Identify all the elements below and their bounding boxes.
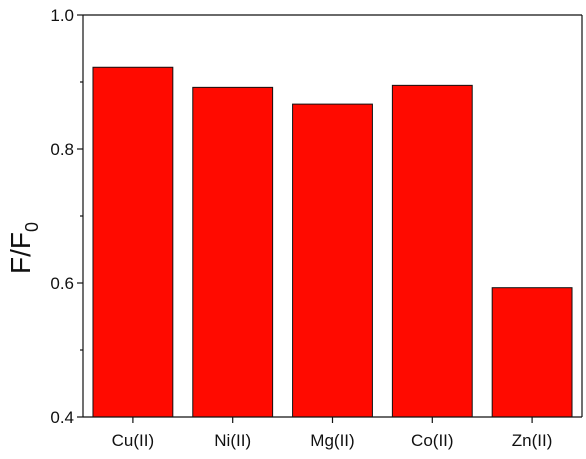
ticks-layer: [77, 14, 533, 423]
x-tick-label-1: Ni(II): [214, 431, 251, 450]
bar-3: [391, 84, 473, 418]
y-tick-label-1: 0.6: [50, 274, 74, 293]
x-tick-label-2: Mg(II): [310, 431, 354, 450]
x-tick-label-0: Cu(II): [112, 431, 155, 450]
x-tick-label-3: Co(II): [411, 431, 454, 450]
labels-layer: Cu(II) Ni(II) Mg(II) Co(II) Zn(II) 0.4 0.6 0.8 1…: [50, 6, 552, 450]
y-tick-label-3: 1.0: [50, 6, 74, 25]
y-tick-label-0: 0.4: [50, 408, 74, 427]
bar-2: [292, 103, 373, 418]
bar-0: [92, 66, 174, 418]
bar-4: [491, 287, 573, 418]
x-tick-label-4: Zn(II): [512, 431, 553, 450]
y-axis-title: F/F0: [5, 222, 42, 274]
y-axis-title-subscript: 0: [22, 222, 42, 232]
bar-1: [192, 86, 274, 418]
y-tick-label-2: 0.8: [50, 140, 74, 159]
y-axis-title-main: F/F: [5, 232, 36, 274]
bars-layer: [92, 66, 573, 418]
